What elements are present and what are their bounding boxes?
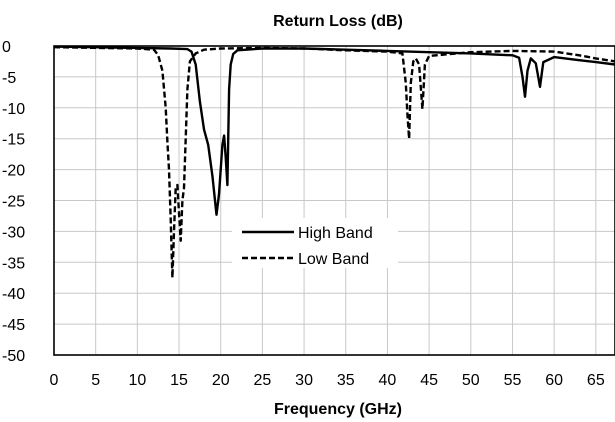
y-tick-label: -5 <box>2 70 16 87</box>
y-tick-label: -35 <box>2 255 25 272</box>
x-tick-label: 30 <box>295 372 313 389</box>
x-tick-label: 40 <box>379 372 397 389</box>
legend-label: High Band <box>298 225 373 242</box>
x-tick-label: 0 <box>50 372 59 389</box>
x-tick-label: 60 <box>545 372 563 389</box>
x-axis-tick-labels: 0 5 10 15 20 25 30 35 40 45 50 55 60 65 <box>50 372 605 389</box>
x-tick-label: 25 <box>253 372 271 389</box>
series-line-low-band <box>53 46 615 279</box>
x-tick-label: 20 <box>212 372 230 389</box>
x-tick-label: 15 <box>170 372 188 389</box>
x-tick-label: 35 <box>337 372 355 389</box>
y-tick-label: -25 <box>2 194 25 211</box>
series-lines <box>53 45 615 279</box>
y-tick-label: -45 <box>2 317 25 334</box>
legend-background <box>232 218 398 268</box>
x-tick-label: 65 <box>587 372 605 389</box>
x-tick-label: 50 <box>462 372 480 389</box>
x-tick-label: 10 <box>128 372 146 389</box>
legend: High Band Low Band <box>232 218 398 268</box>
y-tick-label: -30 <box>2 224 25 241</box>
y-tick-label: -10 <box>2 101 25 118</box>
x-tick-label: 55 <box>504 372 522 389</box>
plot-area-frame <box>53 45 615 356</box>
chart-title: Return Loss (dB) <box>273 13 403 30</box>
y-axis-tick-labels: 0 -5 -10 -15 -20 -25 -30 -35 -40 -45 -50 <box>2 39 25 365</box>
x-tick-label: 5 <box>91 372 100 389</box>
gridlines <box>53 45 615 356</box>
legend-label: Low Band <box>298 251 369 268</box>
y-tick-label: 0 <box>2 39 11 56</box>
y-tick-label: -40 <box>2 286 25 303</box>
x-axis-label: Frequency (GHz) <box>274 401 402 418</box>
y-tick-label: -15 <box>2 132 25 149</box>
y-tick-label: -50 <box>2 348 25 365</box>
x-tick-label: 45 <box>420 372 438 389</box>
y-tick-label: -20 <box>2 163 25 180</box>
series-line-high-band <box>53 45 615 216</box>
